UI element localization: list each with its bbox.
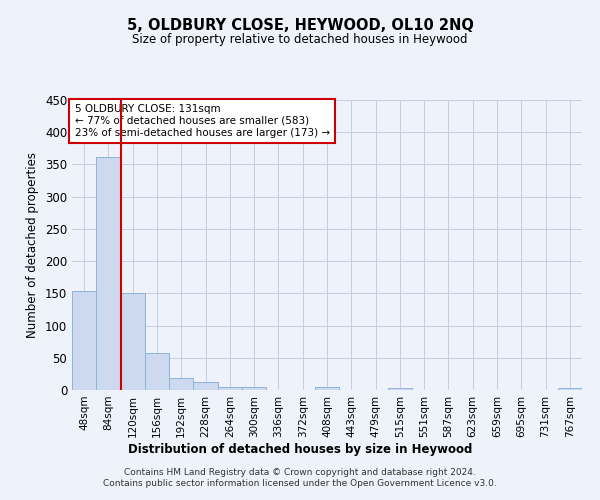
Text: Distribution of detached houses by size in Heywood: Distribution of detached houses by size … xyxy=(128,442,472,456)
Bar xyxy=(388,388,412,390)
Text: 5, OLDBURY CLOSE, HEYWOOD, OL10 2NQ: 5, OLDBURY CLOSE, HEYWOOD, OL10 2NQ xyxy=(127,18,473,32)
Text: Size of property relative to detached houses in Heywood: Size of property relative to detached ho… xyxy=(132,32,468,46)
Text: Contains HM Land Registry data © Crown copyright and database right 2024.
Contai: Contains HM Land Registry data © Crown c… xyxy=(103,468,497,487)
Bar xyxy=(242,387,266,390)
Bar xyxy=(169,378,193,390)
Bar xyxy=(193,382,218,390)
Bar xyxy=(558,388,582,390)
Bar xyxy=(218,387,242,390)
Text: 5 OLDBURY CLOSE: 131sqm
← 77% of detached houses are smaller (583)
23% of semi-d: 5 OLDBURY CLOSE: 131sqm ← 77% of detache… xyxy=(74,104,329,138)
Bar xyxy=(315,387,339,390)
Bar xyxy=(145,352,169,390)
Y-axis label: Number of detached properties: Number of detached properties xyxy=(26,152,40,338)
Bar xyxy=(72,292,96,390)
Bar xyxy=(121,294,145,390)
Bar xyxy=(96,156,121,390)
